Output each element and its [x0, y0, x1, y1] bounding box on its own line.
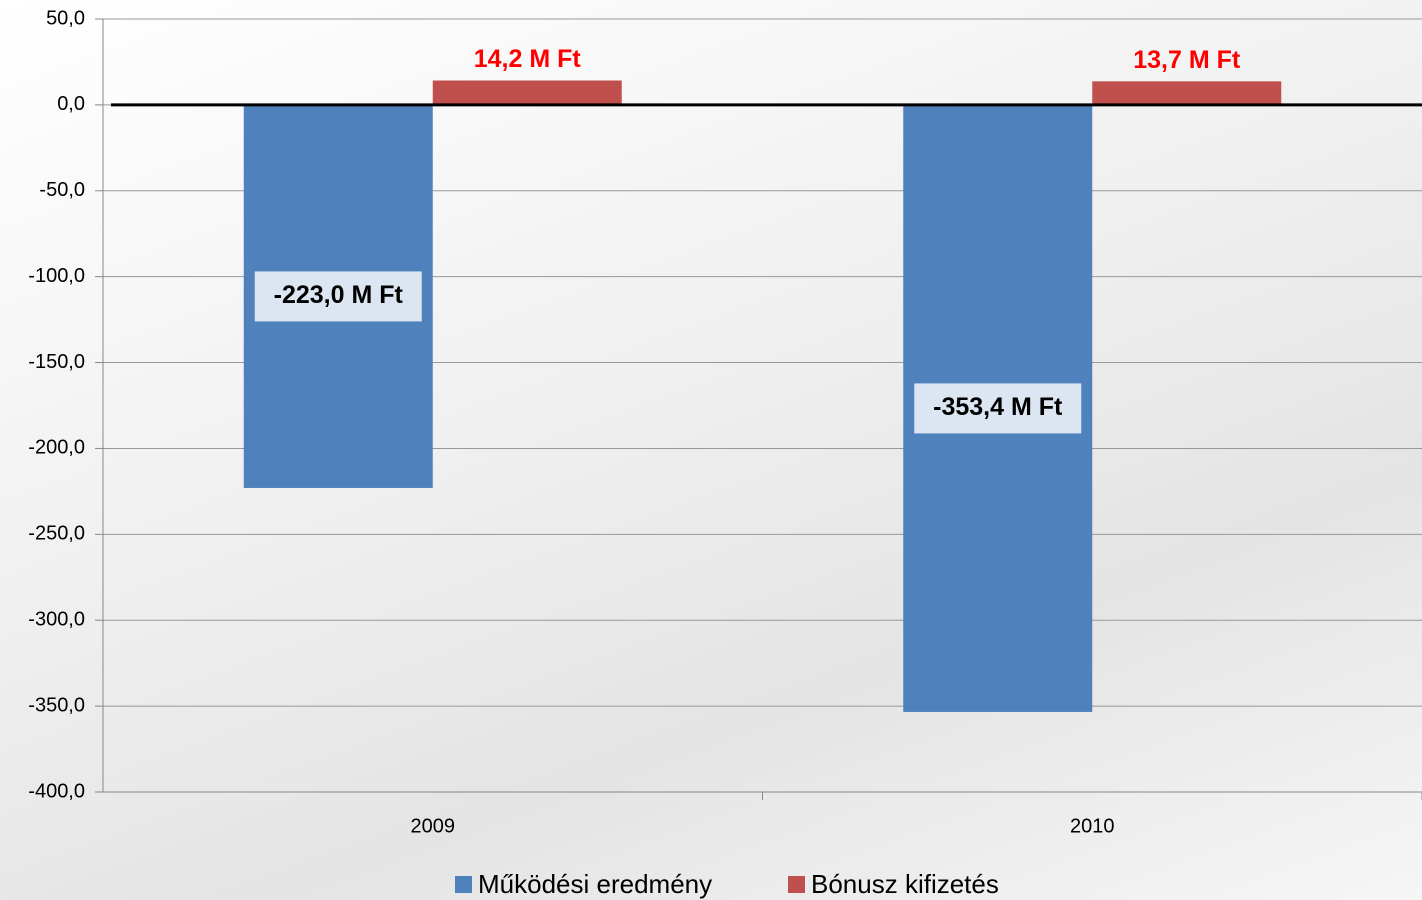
bar — [1092, 81, 1282, 105]
value-label: 13,7 M Ft — [1133, 46, 1241, 74]
value-label: 14,2 M Ft — [474, 45, 582, 73]
y-tick-label: -150,0 — [28, 351, 85, 373]
y-tick-label: -250,0 — [28, 523, 85, 545]
value-label-box — [914, 383, 1082, 434]
y-tick-label: -350,0 — [28, 694, 85, 716]
y-tick-label: -100,0 — [28, 265, 85, 287]
y-tick-label: -200,0 — [28, 437, 85, 459]
y-tick-label: -300,0 — [28, 609, 85, 631]
legend-swatch — [788, 876, 805, 893]
x-tick-label: 2010 — [1070, 815, 1115, 837]
y-tick-label: 50,0 — [46, 7, 85, 29]
value-label: -223,0 M Ft — [274, 281, 404, 309]
x-tick-label: 2009 — [411, 815, 456, 837]
legend-label: Működési eredmény — [478, 869, 712, 899]
y-tick-label: 0,0 — [57, 93, 85, 115]
legend-label: Bónusz kifizetés — [811, 869, 999, 899]
legend-swatch — [455, 876, 472, 893]
bar — [432, 80, 622, 105]
value-label: -353,4 M Ft — [933, 393, 1063, 421]
value-label-box — [254, 271, 422, 322]
y-tick-label: -400,0 — [28, 780, 85, 802]
y-tick-label: -50,0 — [39, 179, 85, 201]
